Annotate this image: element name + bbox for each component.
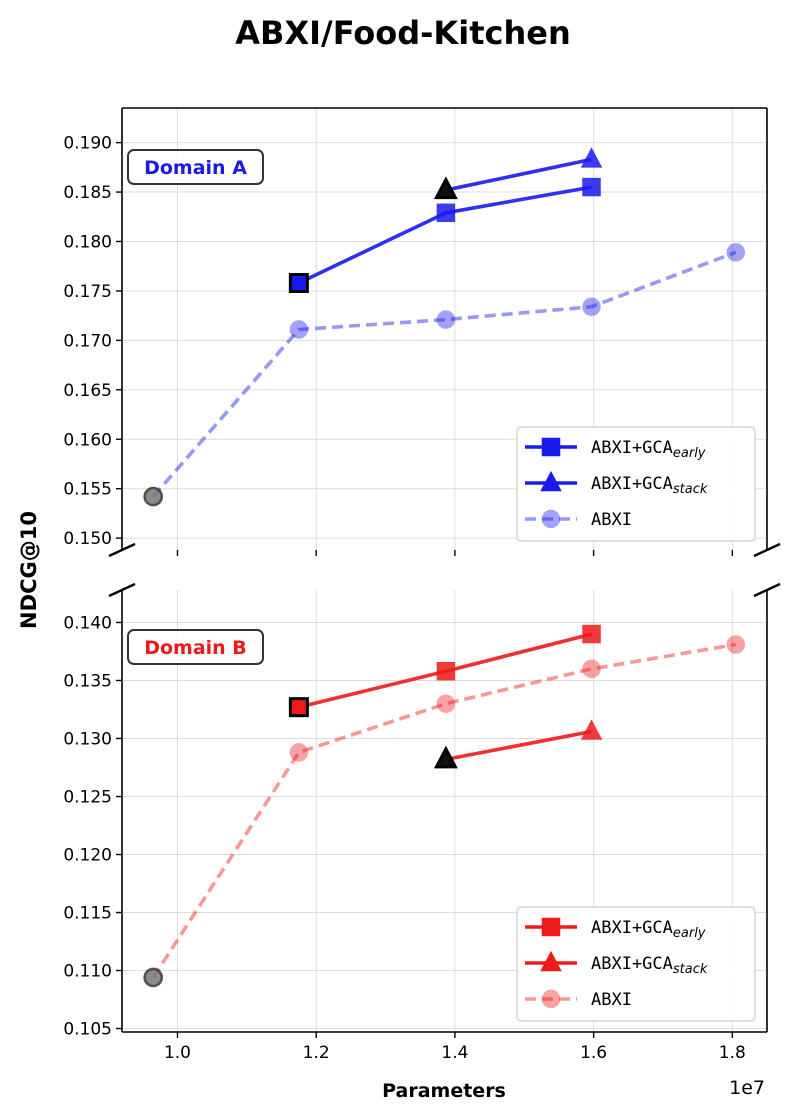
domain-badge-label: Domain A (144, 157, 247, 179)
y-tick-label: 0.180 (63, 232, 112, 252)
y-tick-label: 0.125 (63, 787, 112, 807)
y-tick-label: 0.110 (63, 962, 112, 982)
x-tick-label: 1.8 (719, 1043, 746, 1063)
data-point (437, 695, 454, 712)
x-offset-label: 1e7 (729, 1077, 765, 1099)
y-tick-label: 0.130 (63, 729, 112, 749)
y-tick-label: 0.185 (63, 183, 112, 203)
y-tick-label: 0.140 (63, 613, 112, 633)
data-point (145, 969, 162, 986)
y-tick-label: 0.175 (63, 282, 112, 302)
legend-label: ABXI (591, 510, 632, 530)
y-tick-label: 0.165 (63, 381, 112, 401)
data-point (727, 636, 744, 653)
panel-domain-a: 0.150 0.155 0.160 0.165 0.170 0.175 0.180 0.185… (63, 108, 780, 556)
y-axis-label: NDCG@10 (17, 511, 41, 629)
x-tick-label: 1.2 (303, 1043, 330, 1063)
data-point (582, 149, 601, 167)
data-point (582, 721, 601, 739)
data-point (437, 311, 454, 328)
data-point (583, 179, 600, 196)
data-point (145, 488, 162, 505)
y-tick-label: 0.190 (63, 134, 112, 154)
y-tick-label: 0.160 (63, 430, 112, 450)
series-line (446, 159, 592, 190)
legend-marker (543, 919, 560, 936)
legend-marker (543, 991, 560, 1008)
y-tick-label: 0.155 (63, 480, 112, 500)
x-tick-label: 1.6 (580, 1043, 607, 1063)
data-point (290, 275, 307, 292)
data-point (437, 663, 454, 680)
data-point (437, 204, 454, 221)
data-point (290, 744, 307, 761)
data-point (583, 626, 600, 643)
series-line (299, 187, 592, 283)
data-point (290, 699, 307, 716)
data-point (727, 244, 744, 261)
y-tick-label: 0.115 (63, 904, 112, 924)
y-tick-label: 0.150 (63, 529, 112, 549)
x-axis-label: Parameters (382, 1080, 506, 1102)
y-tick-label: 0.105 (63, 1020, 112, 1040)
x-tick-label: 1.4 (441, 1043, 468, 1063)
chart-title: ABXI/Food-Kitchen (235, 14, 570, 52)
x-tick-label: 1.0 (164, 1043, 191, 1063)
series-stack (436, 721, 601, 767)
legend-marker (543, 439, 560, 456)
legend-marker (543, 511, 560, 528)
y-tick-label: 0.120 (63, 846, 112, 866)
domain-badge-label: Domain B (144, 637, 247, 659)
legend-label: ABXI (591, 990, 632, 1010)
data-point (583, 660, 600, 677)
data-point (583, 298, 600, 315)
chart: ABXI/Food-Kitchen NDCG@10 Parameters 1e7… (0, 0, 793, 1119)
panel-domain-b: 0.105 0.110 0.115 0.120 0.125 0.130 0.135 0.140… (63, 584, 780, 1063)
y-tick-label: 0.135 (63, 671, 112, 691)
series-line (446, 732, 592, 760)
data-point (290, 321, 307, 338)
y-tick-label: 0.170 (63, 331, 112, 351)
